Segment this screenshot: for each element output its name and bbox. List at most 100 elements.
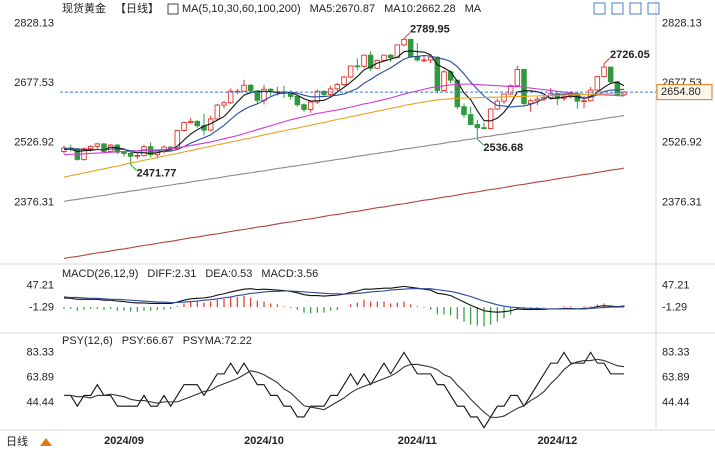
indicator-line: [64, 351, 624, 429]
candle-body: [507, 85, 514, 95]
candle-body: [441, 71, 447, 91]
chart-title: PSY(12,6): [62, 335, 113, 347]
candle-body: [121, 151, 127, 154]
candle-body: [301, 104, 307, 110]
candle-body: [354, 65, 361, 68]
x-tick-label: 2024/12: [537, 435, 577, 447]
candle-body: [487, 108, 494, 129]
candle-body: [241, 84, 247, 92]
candle-body: [127, 153, 134, 157]
extreme-marker: [130, 164, 138, 171]
candle-body: [481, 127, 487, 129]
y-tick-label-right: 2828.13: [662, 17, 702, 29]
y-tick-label: 44.44: [26, 397, 54, 409]
candle-body: [134, 154, 141, 157]
legend-label: MA10:2662.28: [384, 3, 456, 15]
x-tick-label: 2024/09: [104, 435, 144, 447]
y-tick-label: 83.33: [26, 346, 54, 358]
indicator-line: [63, 92, 625, 178]
indicator-line: [63, 114, 625, 202]
extreme-label: 2471.77: [137, 168, 177, 180]
candle-body: [381, 54, 387, 61]
candle-body: [601, 66, 607, 78]
candle-body: [181, 122, 187, 131]
y-tick-label: 63.89: [26, 371, 54, 383]
y-tick-label: 2828.13: [14, 17, 54, 29]
candle-body: [421, 59, 427, 62]
candle-body: [401, 38, 407, 46]
last-price-label: 2654.80: [661, 86, 701, 98]
extreme-marker: [603, 57, 611, 65]
y-tick-label: 2677.53: [14, 77, 54, 89]
indicator-line: [63, 50, 625, 155]
candle-body: [387, 54, 394, 59]
icon-zoom[interactable]: [593, 2, 606, 15]
candle-body: [461, 106, 467, 116]
candle-body: [414, 56, 421, 61]
candle-body: [581, 100, 587, 103]
indicator-line: [64, 358, 625, 418]
icon-settings[interactable]: [629, 2, 642, 15]
legend-label: MA5:2670.87: [310, 3, 375, 15]
legend-label: DEA:0.53: [205, 268, 252, 280]
candle-body: [514, 69, 521, 87]
candle-body: [607, 66, 614, 83]
candle-body: [614, 81, 621, 96]
y-tick-label-right: 2376.31: [662, 196, 702, 208]
x-tick-label: 2024/10: [244, 435, 284, 447]
y-tick-label-right: -1.29: [662, 302, 687, 314]
candle-body: [367, 54, 374, 69]
chart-title: 现货黄金: [62, 1, 106, 15]
candle-body: [321, 90, 327, 95]
candle-body: [307, 101, 314, 110]
candle-body: [101, 143, 107, 152]
candle-body: [361, 54, 367, 67]
legend-label: MA: [465, 3, 482, 15]
candle-body: [247, 84, 254, 92]
candle-body: [227, 90, 234, 104]
x-tick-label: 2024/11: [398, 435, 437, 447]
legend-label: DIFF:2.31: [147, 268, 196, 280]
candle-body: [294, 95, 301, 106]
y-tick-label: 2526.92: [14, 137, 54, 149]
candle-body: [594, 76, 601, 91]
extreme-label: 2726.05: [610, 49, 650, 61]
chart-title: MACD(26,12,9): [62, 268, 138, 280]
last-price-box: [656, 84, 713, 101]
extreme-marker: [403, 32, 411, 39]
candle-body: [534, 98, 541, 102]
indicator-label: MA(5,10,30,60,100,200): [182, 3, 301, 15]
indicator-line: [63, 288, 625, 310]
candle-body: [434, 56, 441, 91]
candle-body: [347, 65, 354, 78]
candle-body: [187, 120, 194, 123]
y-tick-label: 2376.31: [14, 196, 54, 208]
candle-body: [94, 143, 101, 147]
extreme-label: 2789.95: [410, 23, 450, 35]
candle-body: [447, 71, 454, 81]
icon-fullscreen[interactable]: [647, 2, 660, 15]
legend-label: MACD:3.56: [261, 268, 318, 280]
period-tab-icon[interactable]: [40, 438, 52, 446]
candle-body: [467, 114, 474, 125]
y-tick-label-right: 83.33: [662, 346, 690, 358]
legend-label: PSY:66.67: [122, 335, 174, 347]
candle-body: [214, 104, 221, 120]
candle-body: [194, 120, 201, 127]
y-tick-label: 47.21: [26, 279, 54, 291]
candle-body: [334, 84, 341, 90]
candle-body: [87, 145, 94, 150]
candle-body: [221, 102, 227, 106]
indicator-line: [64, 55, 625, 153]
extreme-label: 2536.68: [483, 142, 523, 154]
candle-body: [407, 38, 414, 58]
candle-body: [527, 100, 534, 104]
y-tick-label-right: 44.44: [662, 397, 690, 409]
indicator-icon: [167, 3, 179, 15]
y-tick-label-right: 63.89: [662, 371, 690, 383]
icon-layout[interactable]: [611, 2, 624, 15]
